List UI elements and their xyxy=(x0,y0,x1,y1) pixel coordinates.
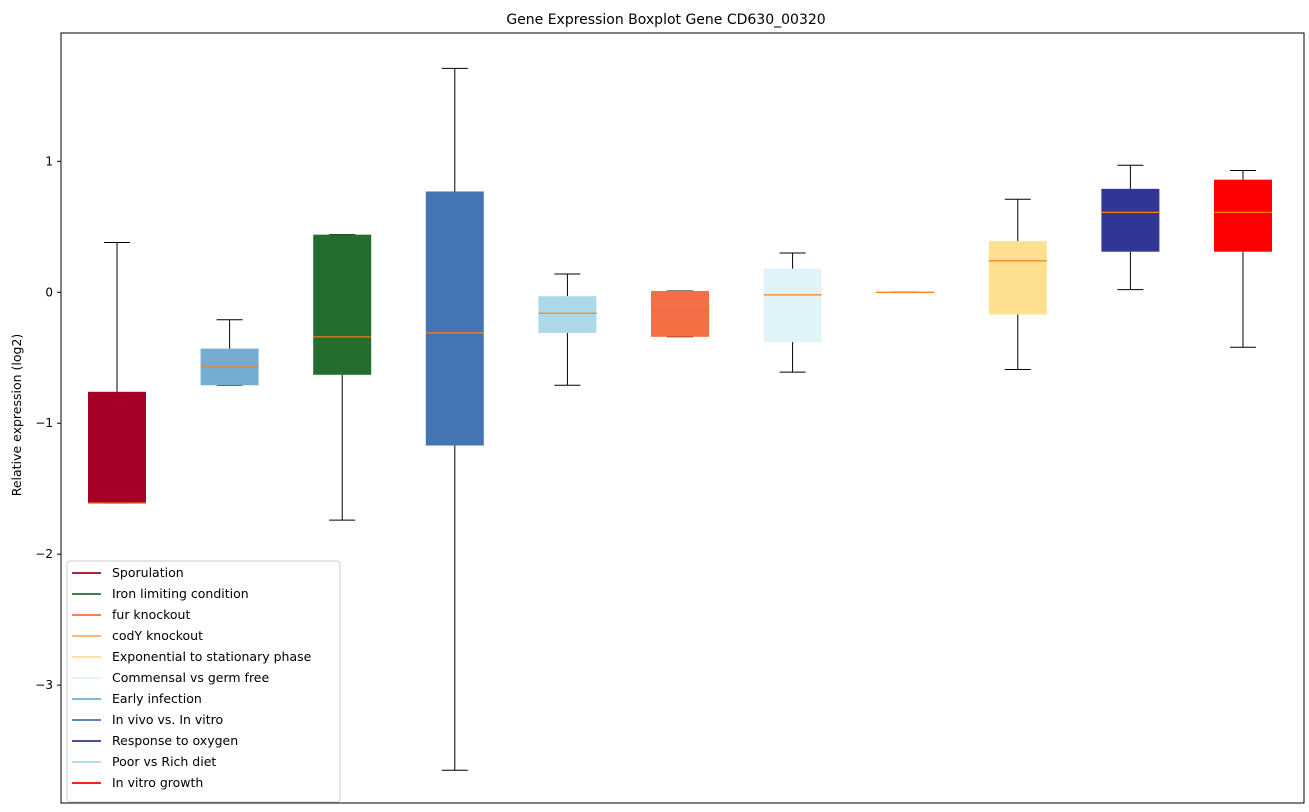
legend-item: Exponential to stationary phase xyxy=(72,649,312,664)
box-iqr xyxy=(538,296,597,333)
box-4 xyxy=(425,67,484,771)
legend-item: codY knockout xyxy=(72,628,203,643)
y-axis-ticks: 1 0 −1 −2 −3 xyxy=(35,154,61,692)
box-7 xyxy=(763,252,822,373)
legend-label: In vitro growth xyxy=(112,775,203,790)
legend-label: In vivo vs. In vitro xyxy=(112,712,223,727)
box-8 xyxy=(876,291,935,294)
box-iqr xyxy=(651,290,709,337)
y-axis-label: Relative expression (log2) xyxy=(9,334,24,497)
legend-label: Poor vs Rich diet xyxy=(112,754,216,769)
legend-label: Iron limiting condition xyxy=(112,586,249,601)
legend-label: Response to oxygen xyxy=(112,733,238,748)
legend-item: In vitro growth xyxy=(72,775,203,790)
box-iqr xyxy=(763,268,822,343)
legend-label: codY knockout xyxy=(112,628,203,643)
y-tick-label: −2 xyxy=(35,547,53,561)
y-tick-label: 0 xyxy=(45,285,53,299)
box-10 xyxy=(1101,164,1160,291)
box-9 xyxy=(988,198,1047,371)
box-iqr xyxy=(1101,188,1160,252)
chart-title: Gene Expression Boxplot Gene CD630_00320 xyxy=(506,12,825,28)
legend-item: Commensal vs germ free xyxy=(72,670,269,685)
y-tick-label: −3 xyxy=(35,678,53,692)
legend-label: Early infection xyxy=(112,691,202,706)
box-iqr xyxy=(313,234,372,375)
legend-item: Iron limiting condition xyxy=(72,586,249,601)
box-6 xyxy=(651,290,709,338)
box-2 xyxy=(200,319,259,386)
legend-item: Early infection xyxy=(72,691,202,706)
box-iqr xyxy=(1214,179,1272,252)
legend-item: Sporulation xyxy=(72,565,184,580)
legend-item: In vivo vs. In vitro xyxy=(72,712,223,727)
legend-label: Commensal vs germ free xyxy=(112,670,269,685)
boxes-group xyxy=(88,67,1272,771)
box-iqr xyxy=(988,241,1047,315)
box-11 xyxy=(1214,170,1272,348)
legend-item: Poor vs Rich diet xyxy=(72,754,216,769)
legend-frame xyxy=(66,560,341,803)
y-tick-label: −1 xyxy=(35,416,53,430)
legend: Sporulation Iron limiting condition fur kn… xyxy=(66,560,341,803)
plot-frame xyxy=(60,32,1305,804)
legend-item: Response to oxygen xyxy=(72,733,238,748)
legend-label: Exponential to stationary phase xyxy=(112,649,312,664)
box-iqr xyxy=(425,191,484,446)
legend-label: fur knockout xyxy=(112,607,190,622)
box-1 xyxy=(88,242,146,504)
box-iqr xyxy=(88,391,146,504)
legend-item: fur knockout xyxy=(72,607,190,622)
legend-label: Sporulation xyxy=(112,565,184,580)
box-3 xyxy=(313,234,372,521)
y-tick-label: 1 xyxy=(45,154,53,168)
box-5 xyxy=(538,273,597,386)
